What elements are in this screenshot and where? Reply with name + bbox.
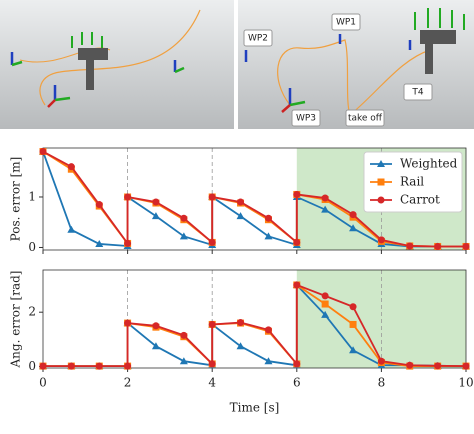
x-axis-label: Time [s]	[230, 401, 280, 415]
marker	[264, 357, 273, 365]
marker	[293, 190, 301, 198]
marker	[95, 362, 103, 370]
y-tick-label: 0	[28, 240, 36, 254]
marker	[349, 320, 357, 328]
marker	[321, 292, 329, 300]
marker	[321, 194, 329, 202]
plot-frame	[42, 147, 467, 251]
marker	[67, 225, 76, 233]
legend-box	[363, 151, 463, 213]
marker	[124, 239, 132, 247]
marker	[151, 212, 160, 220]
marker	[434, 362, 442, 370]
legend-marker	[377, 196, 385, 204]
marker	[179, 232, 188, 240]
marker	[124, 362, 132, 370]
legend-marker	[377, 178, 385, 186]
marker	[264, 326, 272, 334]
y-tick-label: 1	[28, 189, 36, 203]
marker	[39, 148, 47, 156]
marker	[208, 320, 216, 328]
y-axis-label: Ang. error [rad]	[9, 271, 23, 369]
marker	[293, 360, 301, 368]
x-tick-label: 2	[124, 376, 132, 390]
marker	[151, 342, 160, 350]
marker	[349, 211, 357, 219]
marker	[124, 193, 132, 201]
marker	[377, 357, 385, 365]
marker	[179, 357, 188, 365]
marker	[237, 319, 245, 327]
marker	[349, 224, 358, 232]
scene-label: WP1	[336, 18, 356, 28]
marker	[208, 193, 216, 201]
plot-frame	[42, 269, 467, 369]
label-box	[331, 13, 361, 31]
legend-label: Carrot	[400, 193, 440, 207]
x-tick-label: 0	[39, 376, 47, 390]
marker	[264, 214, 272, 222]
marker	[293, 281, 301, 289]
marker	[462, 242, 470, 250]
scene-label: WP3	[296, 114, 316, 124]
marker	[152, 322, 160, 330]
marker	[293, 238, 301, 246]
label-box	[291, 109, 321, 127]
marker	[406, 242, 414, 250]
marker	[349, 303, 357, 311]
label-box	[345, 109, 385, 127]
marker	[95, 201, 103, 209]
marker	[95, 239, 104, 247]
marker	[236, 342, 245, 350]
marker	[349, 346, 358, 354]
marker	[321, 300, 329, 308]
marker	[406, 361, 414, 369]
marker	[152, 198, 160, 206]
label-box	[403, 83, 433, 101]
marker	[180, 214, 188, 222]
y-tick-label: 2	[28, 305, 36, 319]
marker	[434, 242, 442, 250]
label-box	[243, 29, 273, 47]
x-tick-label: 8	[378, 376, 386, 390]
legend-marker	[377, 160, 385, 167]
marker	[377, 236, 385, 244]
marker	[462, 362, 470, 370]
y-axis-label: Pos. error [m]	[9, 157, 23, 242]
marker	[321, 205, 330, 213]
x-tick-label: 6	[293, 376, 301, 390]
marker	[39, 362, 47, 370]
marker	[67, 362, 75, 370]
legend-label: Weighted	[400, 157, 458, 171]
marker	[264, 232, 273, 240]
scene-label: take off	[348, 114, 383, 124]
marker	[236, 212, 245, 220]
scene-label: WP2	[248, 34, 268, 44]
marker	[208, 360, 216, 368]
x-tick-label: 10	[458, 376, 473, 390]
legend-label: Rail	[400, 175, 424, 189]
marker	[237, 198, 245, 206]
marker	[180, 331, 188, 339]
scene-left	[0, 0, 234, 129]
marker	[124, 319, 132, 327]
scene-label: T4	[411, 88, 423, 98]
x-tick-label: 4	[208, 376, 216, 390]
marker	[321, 310, 330, 318]
marker	[67, 163, 75, 171]
y-tick-label: 0	[28, 359, 36, 373]
marker	[208, 238, 216, 246]
